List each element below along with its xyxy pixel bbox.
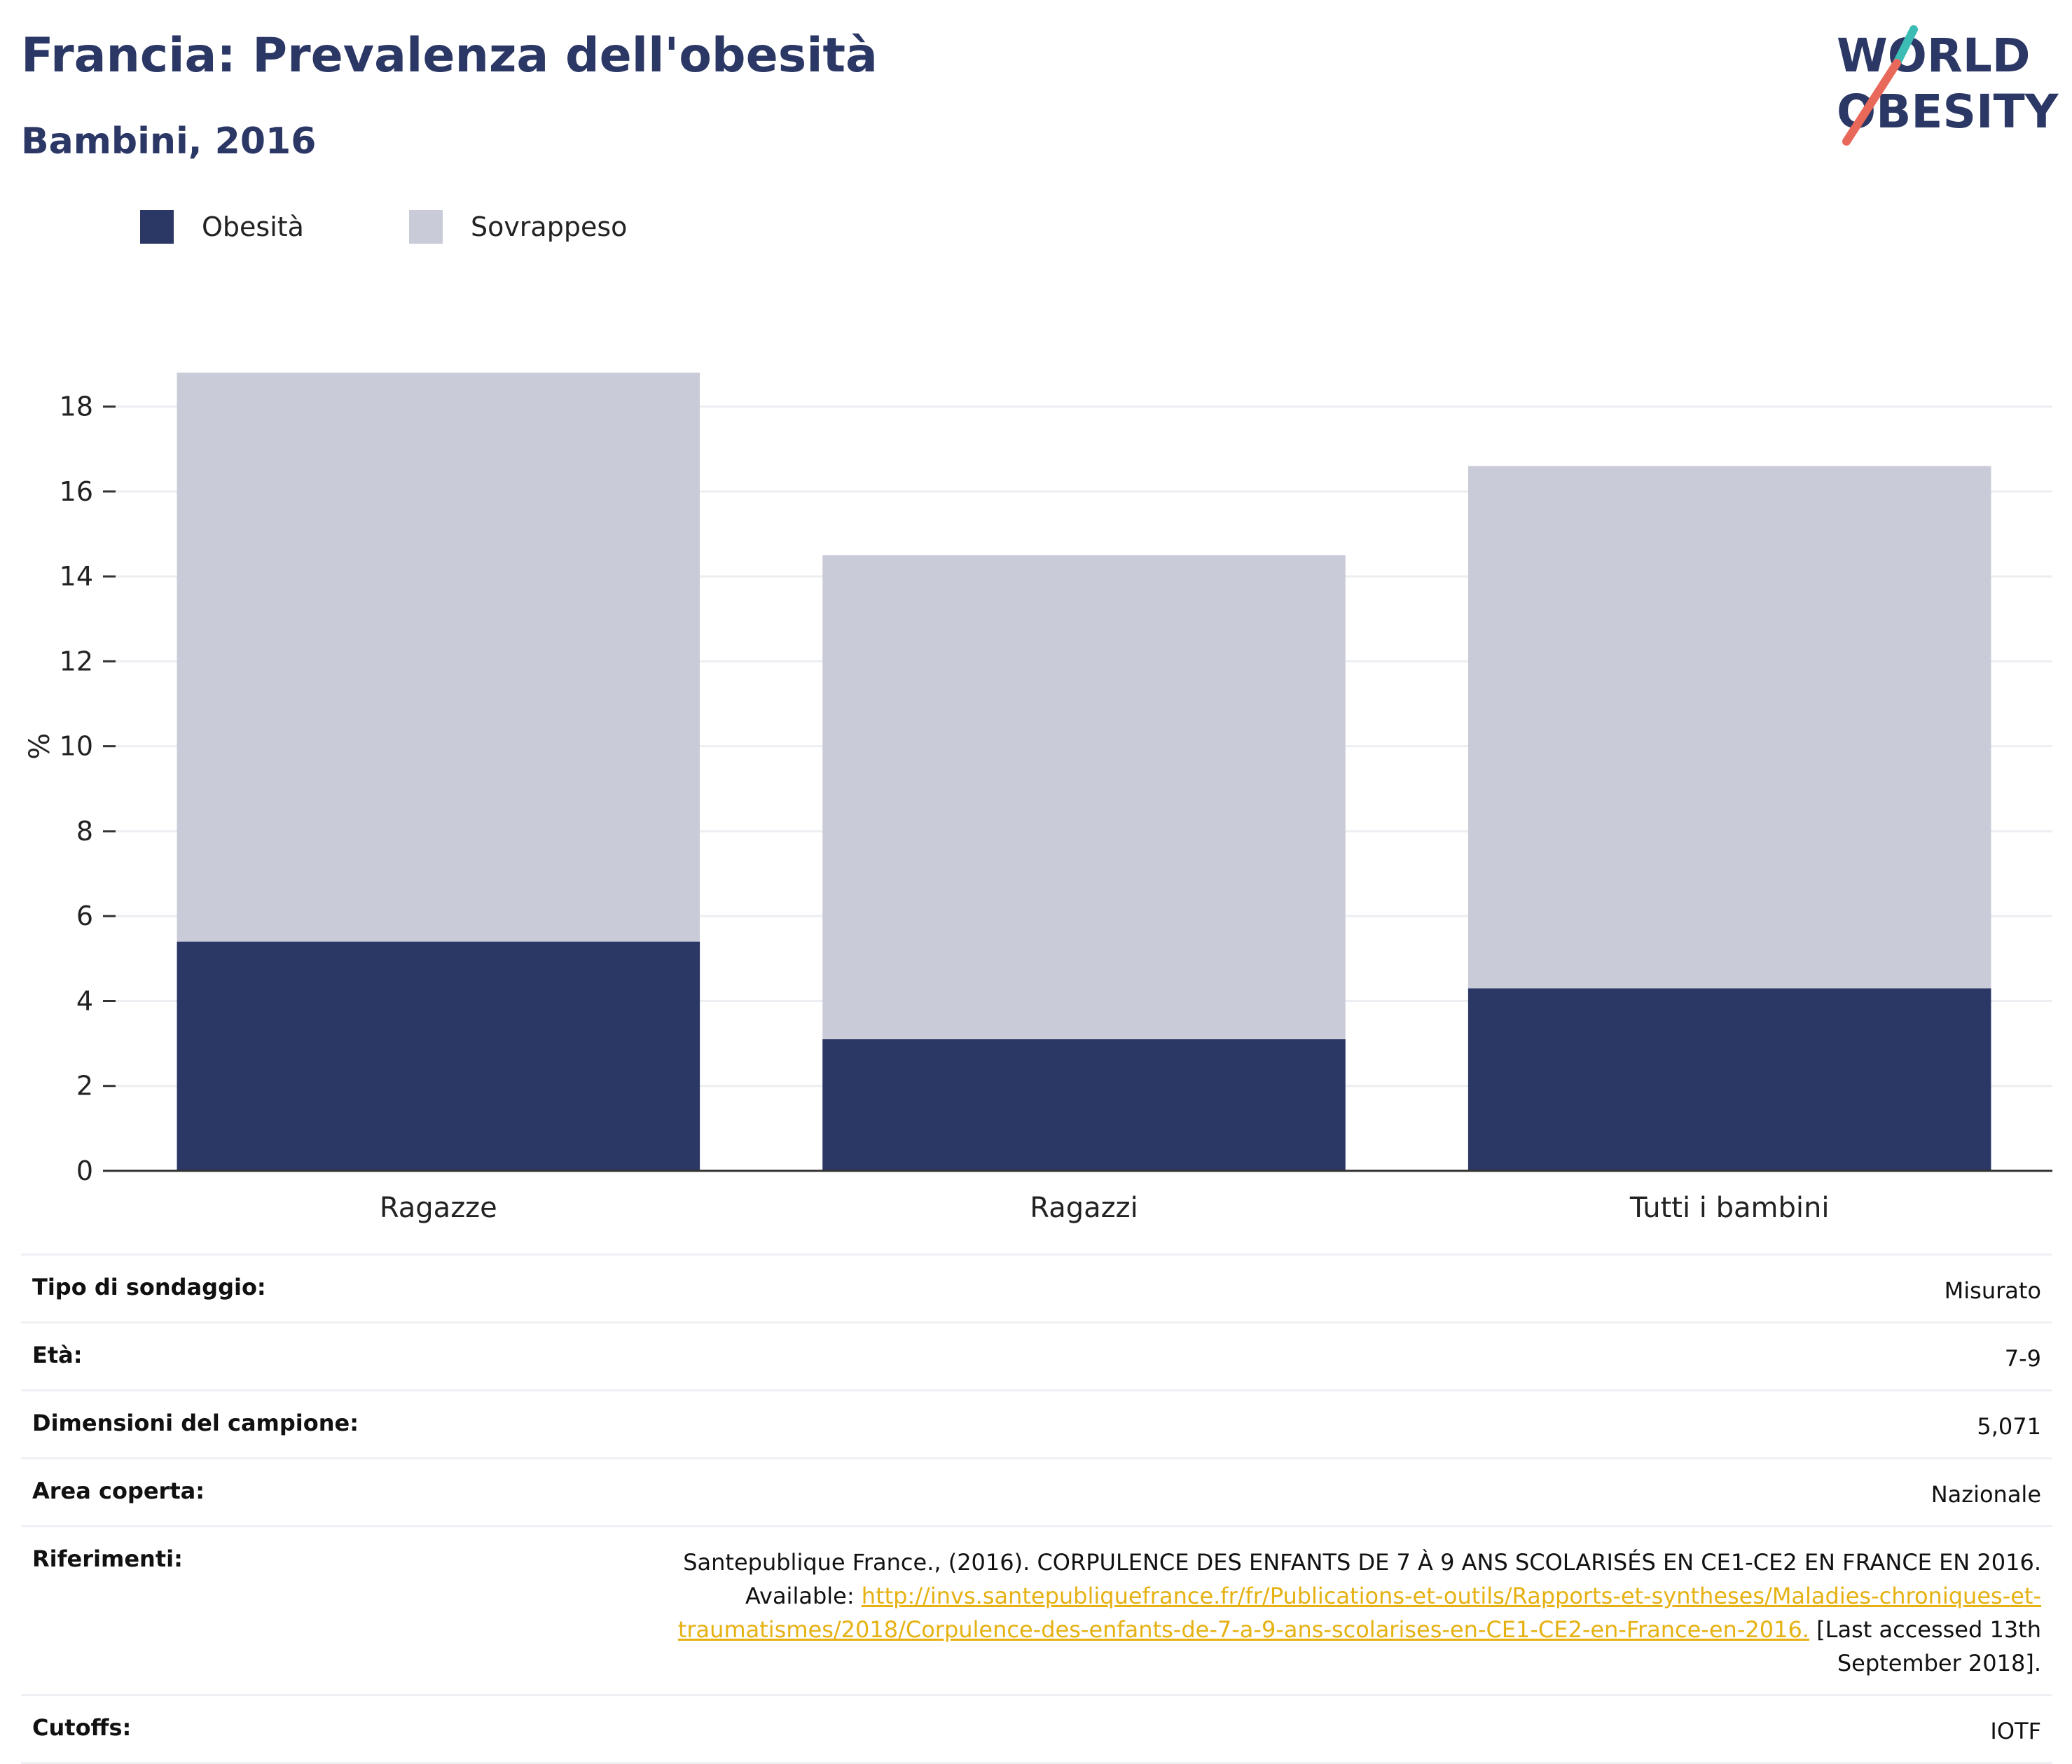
chart-title: Francia: Prevalenza dell'obesità (21, 28, 878, 83)
cutoffs-label: Cutoffs: (32, 1714, 132, 1741)
y-tick-label: 14 (60, 561, 93, 592)
y-axis-label: % (24, 733, 56, 760)
bar-overweight (1467, 466, 1991, 989)
legend-item-overweight[interactable]: Sovrappeso (408, 210, 628, 244)
legend-swatch-overweight (408, 210, 443, 244)
y-tick-label: 18 (60, 391, 93, 422)
logo-slash-teal (1893, 25, 1918, 67)
age-value: 7-9 (2004, 1345, 2041, 1372)
info-row-sample: Dimensioni del campione: 5,071 (21, 1389, 2052, 1457)
legend-label-overweight: Sovrappeso (470, 211, 628, 242)
bar-obesity (177, 941, 700, 1171)
x-tick-label: Ragazze (380, 1192, 497, 1224)
logo-line1: WORLD (1837, 29, 2031, 83)
world-obesity-logo: WORLD OBESITY (1837, 25, 2059, 146)
y-tick-label: 12 (60, 646, 93, 676)
legend-item-obesity[interactable]: Obesità (140, 210, 304, 244)
chart-subtitle: Bambini, 2016 (21, 120, 317, 162)
references-label: Riferimenti: (32, 1546, 183, 1572)
references-value: Santepublique France., (2016). CORPULENC… (640, 1546, 2041, 1680)
reference-citation: Santepublique France., (2016). CORPULENC… (683, 1549, 2041, 1576)
age-label: Età: (32, 1342, 83, 1368)
y-tick-label: 10 (60, 731, 93, 762)
y-tick-label: 4 (76, 985, 93, 1016)
bar-overweight (822, 555, 1346, 1040)
cutoffs-value: IOTF (1990, 1718, 2041, 1744)
x-tick-label: Ragazzi (1030, 1192, 1138, 1224)
reference-accessed: [Last accessed 13th September 2018]. (1809, 1616, 2041, 1676)
y-tick-label: 16 (60, 476, 93, 507)
y-tick-label: 8 (76, 816, 93, 847)
survey-label: Tipo di sondaggio: (32, 1274, 266, 1300)
y-tick-label: 2 (76, 1071, 93, 1102)
info-row-area: Area coperta: Nazionale (21, 1457, 2052, 1525)
y-tick-label: 0 (76, 1155, 93, 1186)
x-tick-label: Tutti i bambini (1629, 1192, 1830, 1224)
bar-overweight (177, 373, 700, 942)
area-value: Nazionale (1931, 1481, 2041, 1508)
info-row-cutoffs: Cutoffs: IOTF (21, 1694, 2052, 1764)
info-table: Tipo di sondaggio: Misurato Età: 7-9 Dim… (21, 1253, 2052, 1764)
info-row-references: Riferimenti: Santepublique France., (201… (21, 1525, 2052, 1694)
reference-available: Available: (745, 1583, 862, 1609)
legend: Obesità Sovrappeso (140, 207, 732, 246)
logo-slash-red (1842, 59, 1901, 146)
bar-obesity (822, 1039, 1346, 1171)
stacked-bar-chart: 0 2 4 6 8 10 12 14 16 18% Ragazze Ragazzi Tutti i ba… (24, 373, 2052, 1224)
y-tick-label: 6 (76, 901, 93, 931)
area-label: Area coperta: (32, 1478, 205, 1504)
sample-value: 5,071 (1977, 1413, 2041, 1440)
legend-swatch-obesity (140, 210, 174, 244)
survey-value: Misurato (1944, 1277, 2041, 1304)
info-row-survey: Tipo di sondaggio: Misurato (21, 1253, 2052, 1321)
info-row-age: Età: 7-9 (21, 1321, 2052, 1389)
sample-label: Dimensioni del campione: (32, 1410, 359, 1436)
bar-obesity (1467, 988, 1991, 1171)
legend-label-obesity: Obesità (202, 211, 304, 242)
reference-link[interactable]: http://invs.santepubliquefrance.fr/fr/Pu… (677, 1583, 2041, 1643)
